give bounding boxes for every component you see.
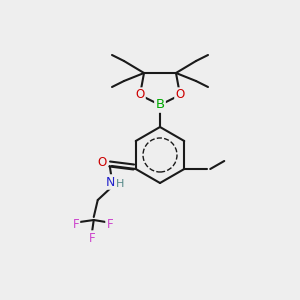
Text: F: F — [88, 232, 95, 244]
Text: N: N — [106, 176, 116, 188]
Text: H: H — [116, 179, 124, 189]
Text: O: O — [135, 88, 145, 101]
Text: B: B — [155, 98, 165, 112]
Text: O: O — [97, 155, 106, 169]
Text: O: O — [176, 88, 184, 101]
Text: F: F — [106, 218, 113, 230]
Text: F: F — [72, 218, 79, 230]
